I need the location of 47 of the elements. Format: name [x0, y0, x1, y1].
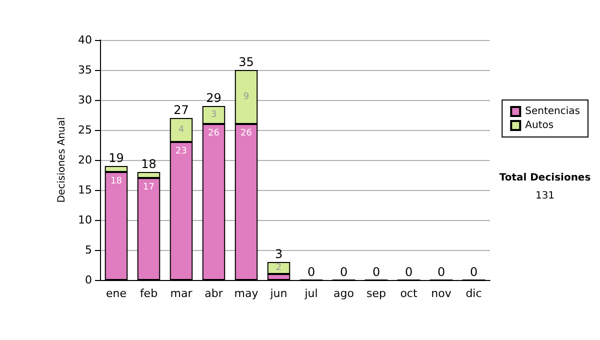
x-tick-label: sep: [366, 287, 386, 300]
y-tick-label: 15: [78, 184, 92, 196]
total-label: 0: [340, 265, 348, 279]
x-tick-label: dic: [466, 287, 482, 300]
data-label: 26: [208, 128, 220, 138]
y-tick-label: 30: [78, 94, 92, 106]
data-label: 17: [143, 182, 154, 192]
y-tick-label: 25: [78, 124, 92, 136]
data-label: 18: [110, 176, 122, 186]
total-label: 3: [274, 247, 283, 261]
total-label: 18: [141, 157, 156, 171]
x-tick-label: nov: [431, 287, 452, 300]
x-tick-label: oct: [400, 287, 418, 300]
x-tick-label: jun: [269, 287, 288, 300]
y-tick-label: 40: [78, 34, 92, 46]
total-label: 0: [470, 265, 478, 279]
total-label: 0: [437, 265, 446, 279]
data-label: 23: [176, 146, 187, 156]
y-axis-title: Decisiones Anual: [56, 117, 68, 203]
data-label: 3: [210, 110, 217, 120]
x-tick-label: may: [234, 287, 259, 300]
x-tick-label: mar: [170, 287, 193, 300]
data-label: 26: [240, 128, 252, 138]
legend-label: Sentencias: [525, 106, 580, 117]
total-label: 0: [372, 265, 380, 279]
total-label: 19: [108, 151, 124, 165]
text: 131: [535, 190, 555, 202]
y-tick-label: 35: [78, 64, 92, 76]
x-tick-label: ago: [334, 287, 354, 300]
data-label: 2: [276, 263, 282, 273]
total-label: 27: [174, 103, 189, 117]
y-tick-label: 20: [78, 154, 92, 166]
total-label: 35: [238, 55, 254, 69]
x-tick-label: ene: [106, 287, 127, 300]
y-tick-label: 5: [85, 244, 92, 256]
text: Total Decisiones: [499, 172, 591, 184]
y-tick-label: 10: [78, 214, 92, 226]
total-label: 0: [404, 265, 413, 279]
x-tick-label: jul: [304, 287, 318, 300]
y-tick-label: 0: [85, 274, 92, 286]
x-tick-label: abr: [204, 287, 224, 300]
x-tick-label: feb: [140, 287, 158, 300]
total-label: 29: [206, 91, 222, 105]
legend-label: Autos: [525, 120, 554, 131]
total-label: 0: [307, 265, 316, 279]
data-label: 4: [178, 125, 184, 135]
data-label: 9: [243, 92, 250, 102]
